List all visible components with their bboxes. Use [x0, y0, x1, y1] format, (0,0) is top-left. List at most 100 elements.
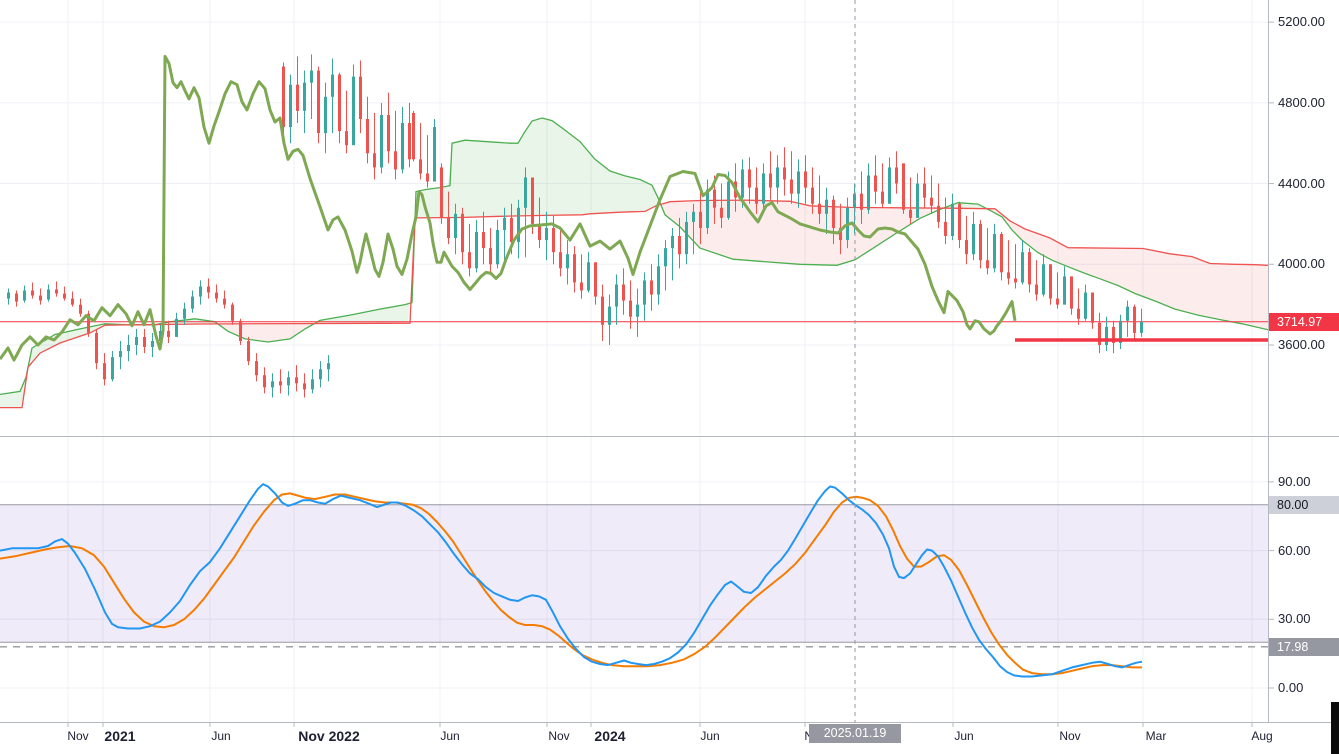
- candle-body: [643, 280, 646, 305]
- candle-body: [1098, 322, 1101, 345]
- candle-body: [874, 175, 877, 192]
- price-axis-label: 4000.00: [1278, 256, 1325, 272]
- candle-body: [296, 84, 299, 111]
- candle-body: [380, 114, 383, 168]
- candle-body: [769, 173, 772, 188]
- candle-body: [825, 199, 828, 214]
- time-axis-month-label: Nov: [67, 729, 89, 743]
- candle-body: [482, 231, 485, 249]
- candle-body: [727, 181, 730, 218]
- candle-body: [706, 189, 709, 228]
- candle-body: [755, 187, 758, 204]
- candle-body: [87, 313, 90, 333]
- candle-body: [692, 211, 695, 222]
- candle-body: [573, 254, 576, 283]
- candle-body: [720, 207, 723, 218]
- candle-body: [461, 213, 464, 253]
- time-axis-month-label: Nov: [1059, 729, 1081, 743]
- candle-body: [1056, 298, 1059, 305]
- candle-body: [327, 363, 330, 370]
- candle-body: [271, 381, 274, 388]
- candle-body: [832, 199, 835, 228]
- candle-body: [440, 167, 443, 218]
- last-price-badge: 3714.97: [1269, 312, 1339, 331]
- candle-body: [319, 369, 322, 380]
- candle-body: [489, 248, 492, 265]
- oscillator-axis-label: 30.00: [1278, 611, 1311, 627]
- candle-body: [867, 175, 870, 210]
- candle-body: [338, 74, 341, 132]
- candle-body: [790, 179, 793, 194]
- price-axis-label: 3600.00: [1278, 337, 1325, 352]
- candle-body: [366, 118, 369, 154]
- candle-body: [538, 223, 541, 241]
- candle-body: [199, 286, 202, 297]
- candle-body: [860, 193, 863, 210]
- candle-body: [419, 159, 422, 174]
- candle-body: [1070, 276, 1073, 309]
- candle-body: [671, 236, 674, 249]
- candle-body: [979, 223, 982, 261]
- candle-body: [412, 112, 415, 160]
- candle-body: [685, 221, 688, 255]
- time-axis-year-label: 2024: [594, 728, 626, 744]
- candle-body: [7, 292, 10, 299]
- candle-body: [580, 282, 583, 291]
- candle-body: [63, 293, 66, 299]
- candle-body: [454, 213, 457, 239]
- candle-body: [916, 183, 919, 218]
- candle-body: [135, 336, 138, 345]
- candle-body: [559, 252, 562, 269]
- candle-body: [622, 284, 625, 301]
- candle-body: [317, 70, 320, 134]
- candle-body: [615, 284, 618, 307]
- candle-body: [426, 173, 429, 182]
- candle-body: [352, 76, 355, 146]
- candle-body: [657, 266, 660, 295]
- candle-body: [1035, 284, 1038, 295]
- candle-body: [207, 286, 210, 293]
- candle-body: [741, 169, 744, 198]
- candle-body: [39, 295, 42, 301]
- candle-body: [811, 187, 814, 204]
- price-axis-label: 4800.00: [1278, 94, 1325, 110]
- candle-body: [324, 96, 327, 134]
- candle-body: [1140, 321, 1143, 333]
- candle-body: [545, 227, 548, 241]
- candle-body: [47, 289, 50, 300]
- candle-body: [944, 221, 947, 237]
- candle-body: [247, 340, 250, 362]
- candle-body: [531, 177, 534, 224]
- axis-corner-block: [1331, 702, 1339, 754]
- candle-body: [79, 304, 82, 314]
- candle-body: [1063, 276, 1066, 305]
- candle-body: [151, 340, 154, 348]
- ichimoku-cloud-fill: [664, 200, 944, 266]
- candle-body: [15, 293, 18, 302]
- candle-body: [401, 123, 404, 170]
- candle-body: [895, 167, 898, 184]
- candle-body: [510, 217, 513, 243]
- candle-body: [1042, 264, 1045, 295]
- candle-body: [748, 169, 751, 188]
- candle-body: [289, 84, 292, 128]
- candle-body: [111, 357, 114, 380]
- candle-body: [888, 167, 891, 204]
- candle-body: [310, 70, 313, 83]
- candle-body: [239, 320, 242, 341]
- candle-body: [524, 177, 527, 208]
- oscillator-axis-label: 0.00: [1278, 680, 1304, 695]
- candle-body: [972, 223, 975, 255]
- candle-body: [143, 336, 146, 348]
- time-axis-year-label: 2021: [104, 728, 136, 744]
- time-axis-month-label: Jun: [700, 729, 720, 743]
- candle-body: [958, 203, 961, 241]
- candle-body: [1105, 326, 1108, 345]
- candle-body: [608, 306, 611, 325]
- candle-body: [303, 82, 306, 111]
- oscillator-value-badge: 17.98: [1269, 637, 1339, 656]
- ichimoku-span-a-line: [0, 117, 1269, 396]
- candle-body: [496, 229, 499, 265]
